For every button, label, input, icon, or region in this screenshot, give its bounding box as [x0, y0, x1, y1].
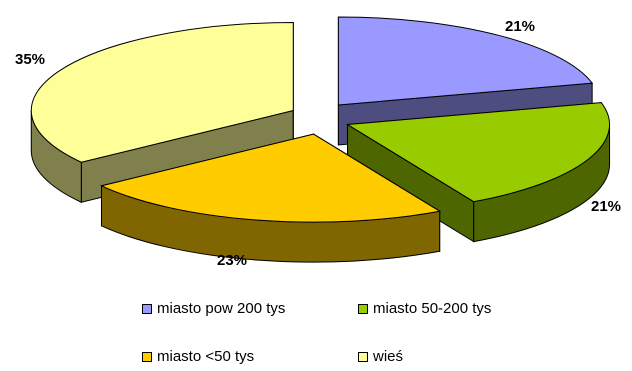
- pie-slice-miasto-50-200: [345, 102, 611, 243]
- slice-top-wies: [30, 22, 294, 163]
- slice-top-miasto-pow-200: [337, 16, 594, 106]
- pie-slice-miasto-ponizej-50: [99, 133, 442, 263]
- data-label-miasto-50-200: 21%: [591, 198, 621, 215]
- data-label-wies: 35%: [15, 51, 45, 68]
- data-label-miasto-ponizej-50: 23%: [217, 252, 247, 269]
- slice-top-miasto-ponizej-50: [99, 133, 442, 223]
- slice-top-miasto-50-200: [345, 102, 611, 203]
- data-label-miasto-pow-200: 21%: [505, 18, 535, 35]
